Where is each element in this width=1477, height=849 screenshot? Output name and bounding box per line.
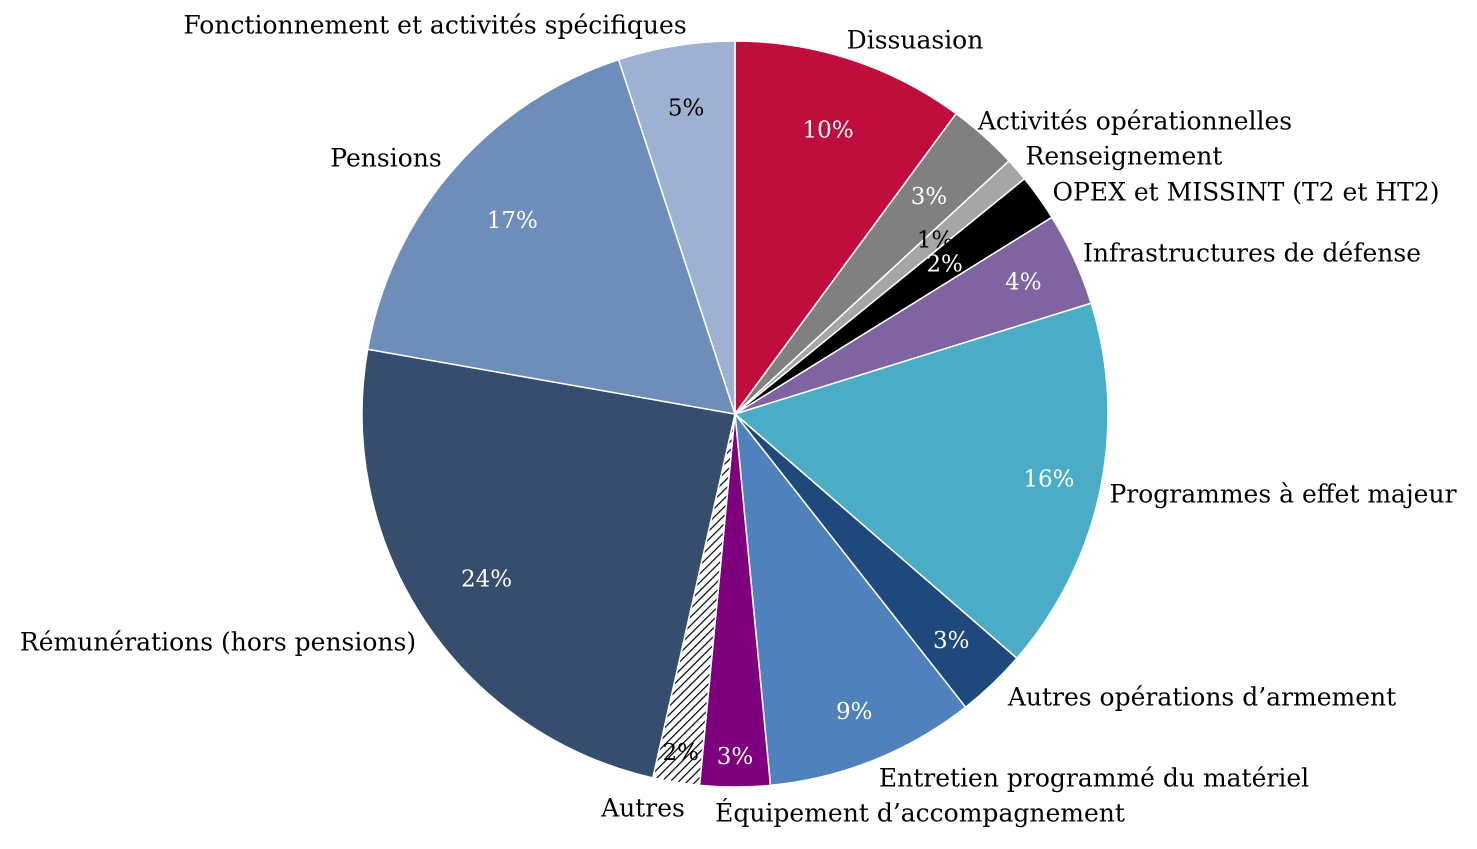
pie-slices bbox=[361, 40, 1109, 788]
slice-fonctionnement-et-activites-specifiques bbox=[617, 40, 736, 415]
category-labels: Dissuasion Activités opérationnelles Rense… bbox=[20, 11, 1457, 828]
value-label-entretien-programme-du-materiel: 9% bbox=[836, 699, 873, 725]
value-label-autres: 2% bbox=[663, 740, 700, 766]
value-label-dissuasion: 10% bbox=[803, 117, 854, 143]
category-label-autres-operations-d-armement: Autres opérations d’armement bbox=[1007, 683, 1396, 712]
category-label-autres: Autres bbox=[600, 794, 685, 823]
value-label-remunerations-hors-pensions: 24% bbox=[461, 566, 512, 592]
value-label-programmes-a-effet-majeur: 16% bbox=[1023, 467, 1074, 493]
category-label-infrastructures-de-defense: Infrastructures de défense bbox=[1083, 239, 1421, 268]
category-label-entretien-programme-du-materiel: Entretien programmé du matériel bbox=[879, 764, 1309, 793]
value-label-activites-operationnelles: 3% bbox=[911, 184, 948, 210]
slice-entretien-programme-du-materiel bbox=[734, 411, 967, 787]
value-label-fonctionnement-et-activites-specifiques: 5% bbox=[668, 95, 705, 121]
category-label-dissuasion: Dissuasion bbox=[847, 26, 984, 55]
category-label-equipement-d-accompagnement: Équipement d’accompagnement bbox=[715, 799, 1125, 828]
slice-remunerations-hors-pensions bbox=[361, 348, 736, 779]
percentage-labels: 10%3%1%2%4%16%3%9%3%2%24%17%5% bbox=[461, 95, 1075, 770]
slice-dissuasion bbox=[734, 40, 958, 417]
category-label-renseignement: Renseignement bbox=[1026, 142, 1223, 171]
value-label-opex-et-missint-t2-et-ht2: 2% bbox=[926, 252, 963, 278]
category-label-remunerations-hors-pensions: Rémunérations (hors pensions) bbox=[20, 628, 416, 657]
category-label-activites-operationnelles: Activités opérationnelles bbox=[977, 107, 1292, 136]
slice-pensions bbox=[366, 58, 737, 415]
category-label-programmes-a-effet-majeur: Programmes à effet majeur bbox=[1109, 480, 1456, 509]
value-label-infrastructures-de-defense: 4% bbox=[1005, 269, 1042, 295]
category-label-pensions: Pensions bbox=[330, 144, 441, 173]
category-label-opex-et-missint-t2-et-ht2: OPEX et MISSINT (T2 et HT2) bbox=[1053, 178, 1440, 207]
value-label-equipement-d-accompagnement: 3% bbox=[717, 744, 754, 770]
category-label-fonctionnement-et-activites-specifiques: Fonctionnement et activités spécifiques bbox=[183, 11, 686, 40]
value-label-pensions: 17% bbox=[487, 208, 538, 234]
value-label-renseignement: 1% bbox=[917, 228, 954, 254]
value-label-autres-operations-d-armement: 3% bbox=[933, 628, 970, 654]
slice-programmes-a-effet-majeur bbox=[733, 302, 1109, 660]
